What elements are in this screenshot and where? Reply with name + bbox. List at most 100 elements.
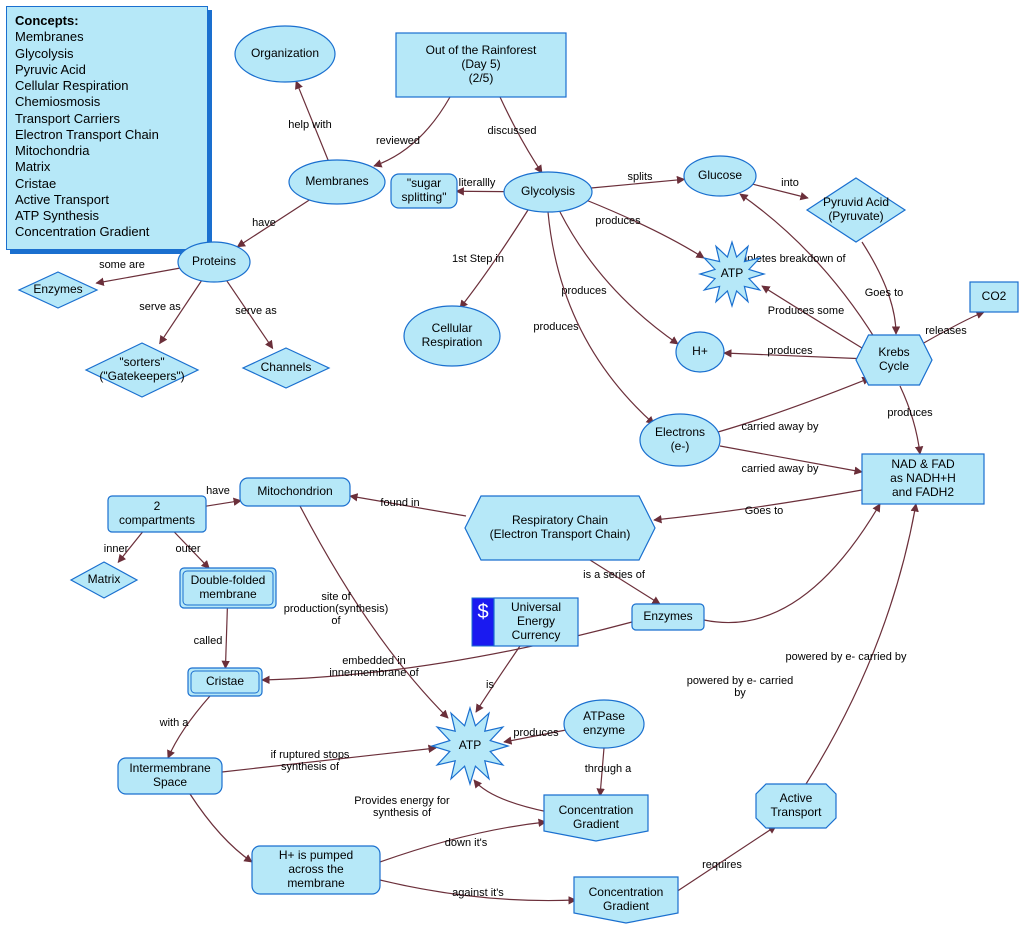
edge-label: carried away by <box>741 463 819 475</box>
node-co2: CO2 <box>970 282 1018 312</box>
node-concgrad1: ConcentrationGradient <box>544 795 648 841</box>
edge-label: serve as <box>235 305 277 317</box>
edge-label: powered by e- carried <box>687 675 793 687</box>
svg-text:(Pyruvate): (Pyruvate) <box>828 209 883 223</box>
edge-label: found in <box>380 497 419 509</box>
node-inter: IntermembraneSpace <box>118 758 222 794</box>
svg-text:$: $ <box>477 601 488 623</box>
node-pyruvic: Pyruvid Acid(Pyruvate) <box>807 178 905 242</box>
svg-text:ATPase: ATPase <box>583 709 625 723</box>
edge-label: produces <box>513 727 559 739</box>
edge <box>374 97 450 166</box>
edge-label: serve as <box>139 301 181 313</box>
edge <box>548 212 654 424</box>
edge <box>762 286 862 348</box>
svg-text:Enzymes: Enzymes <box>33 282 82 296</box>
edge <box>806 504 916 784</box>
svg-text:across the: across the <box>288 862 344 876</box>
edge <box>704 504 880 623</box>
node-matrix: Matrix <box>71 562 137 598</box>
svg-text:Glycolysis: Glycolysis <box>521 184 575 198</box>
edge-label: innermembrane of <box>329 667 419 679</box>
edge <box>590 560 660 604</box>
node-membranes: Membranes <box>289 160 385 204</box>
svg-text:compartments: compartments <box>119 513 195 527</box>
node-enzymes1: Enzymes <box>19 272 97 308</box>
edge-label: releases <box>925 325 967 337</box>
svg-text:Concentration: Concentration <box>559 803 634 817</box>
edge-label: Produces some <box>768 305 844 317</box>
edge <box>190 794 252 862</box>
edge-label: called <box>194 635 223 647</box>
node-glycolysis: Glycolysis <box>504 172 592 212</box>
node-krebs: KrebsCycle <box>856 335 932 385</box>
edge-label: help with <box>288 119 331 131</box>
svg-text:CO2: CO2 <box>982 289 1007 303</box>
edge-label: Goes to <box>745 505 784 517</box>
svg-text:Double-folded: Double-folded <box>191 573 266 587</box>
node-glucose: Glucose <box>684 156 756 196</box>
svg-text:(2/5): (2/5) <box>469 71 494 85</box>
node-nadfad: NAD & FADas NADH+Hand FADH2 <box>862 454 984 504</box>
edge-label: if ruptured stops <box>271 749 350 761</box>
svg-text:Respiration: Respiration <box>422 335 483 349</box>
svg-text:(Day 5): (Day 5) <box>461 57 500 71</box>
node-enzymes2: Enzymes <box>632 604 704 630</box>
edge-label: is a series of <box>583 569 646 581</box>
svg-text:Krebs: Krebs <box>878 345 909 359</box>
node-sorters: "sorters"("Gatekeepers") <box>86 343 198 397</box>
svg-text:Cellular: Cellular <box>432 321 473 335</box>
svg-text:NAD & FAD: NAD & FAD <box>891 457 955 471</box>
node-hpump: H+ is pumpedacross themembrane <box>252 846 380 894</box>
svg-text:Cycle: Cycle <box>879 359 909 373</box>
edge-label: synthesis of <box>373 807 432 819</box>
svg-text:as NADH+H: as NADH+H <box>890 471 956 485</box>
svg-text:and FADH2: and FADH2 <box>892 485 954 499</box>
edge-label: Goes to <box>865 287 904 299</box>
svg-text:ATP: ATP <box>721 266 743 280</box>
svg-text:Pyruvid Acid: Pyruvid Acid <box>823 195 889 209</box>
edge-label: have <box>206 485 230 497</box>
svg-text:"sorters": "sorters" <box>119 355 164 369</box>
node-proteins: Proteins <box>178 242 250 282</box>
edge-label: down it's <box>445 837 488 849</box>
svg-text:("Gatekeepers"): ("Gatekeepers") <box>99 369 184 383</box>
edge-label: Provides energy for <box>354 795 450 807</box>
svg-text:Membranes: Membranes <box>305 174 368 188</box>
edge-label: carried away by <box>741 421 819 433</box>
svg-text:Enzymes: Enzymes <box>643 609 692 623</box>
svg-text:"sugar: "sugar <box>407 176 441 190</box>
node-concgrad2: ConcentrationGradient <box>574 877 678 923</box>
svg-text:Concentration: Concentration <box>589 885 664 899</box>
edge <box>900 386 920 454</box>
edge-label: produces <box>561 285 607 297</box>
svg-text:H+: H+ <box>692 344 708 358</box>
edge-label: through a <box>585 763 632 775</box>
edge-label: produces <box>595 215 641 227</box>
svg-text:Gradient: Gradient <box>573 817 620 831</box>
edge <box>586 200 704 258</box>
edge-label: outer <box>175 543 200 555</box>
svg-text:membrane: membrane <box>287 876 345 890</box>
edge-label: literallly <box>459 177 496 189</box>
svg-text:Space: Space <box>153 775 187 789</box>
svg-text:Out of the Rainforest: Out of the Rainforest <box>426 43 537 57</box>
svg-text:Matrix: Matrix <box>88 572 121 586</box>
node-hplus: H+ <box>676 332 724 372</box>
node-dfm: Double-foldedmembrane <box>180 568 276 608</box>
node-atp1: ATP <box>700 242 764 306</box>
edge-label: splits <box>627 171 653 183</box>
edge-label: by <box>734 687 746 699</box>
edge-label: produces <box>767 345 813 357</box>
concept-map-canvas: help withrevieweddiscussedliteralllyspli… <box>0 0 1024 932</box>
node-uec: $UniversalEnergyCurrency <box>472 598 578 646</box>
svg-text:2: 2 <box>154 499 161 513</box>
edge <box>205 501 241 507</box>
edge-label: powered by e- carried by <box>785 651 907 663</box>
edge-label: reviewed <box>376 135 420 147</box>
edge <box>474 780 548 812</box>
svg-text:(Electron Transport Chain): (Electron Transport Chain) <box>490 527 631 541</box>
node-channels: Channels <box>243 348 329 388</box>
svg-text:enzyme: enzyme <box>583 723 625 737</box>
node-active: ActiveTransport <box>756 784 836 828</box>
